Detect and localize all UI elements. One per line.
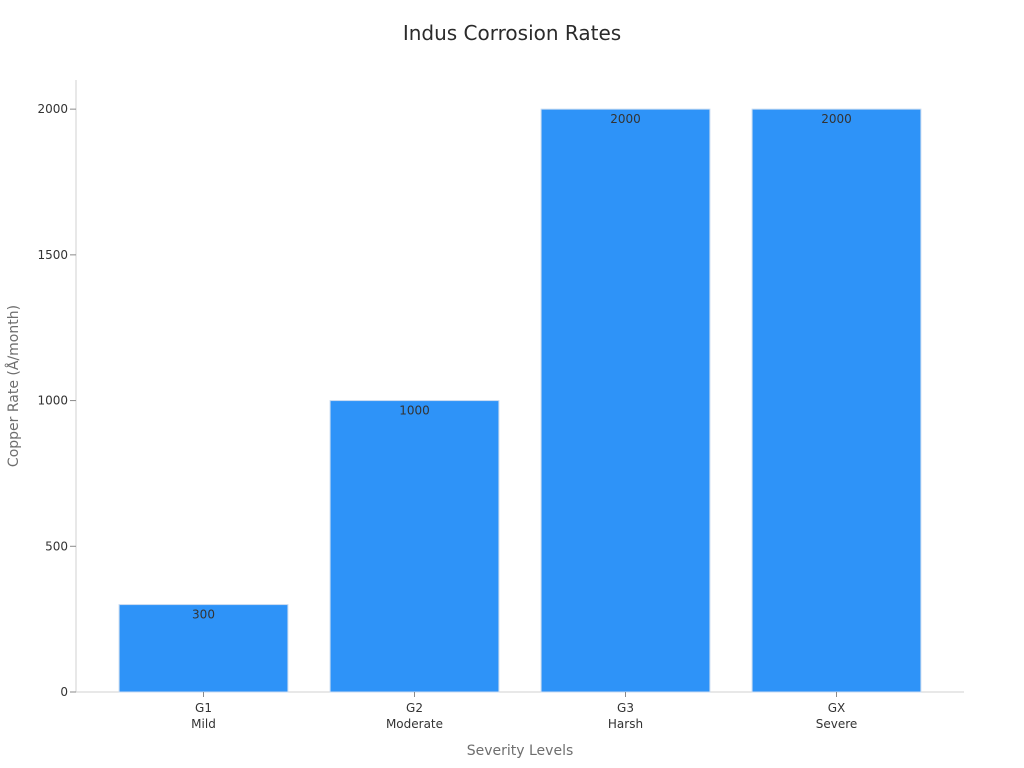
x-tick-label-name: Mild bbox=[191, 717, 216, 731]
y-ticks-group: 0 500 1000 1500 2000 bbox=[37, 102, 76, 699]
x-ticks-group: G1 Mild G2 Moderate G3 Harsh GX Severe bbox=[191, 692, 857, 731]
bars-group bbox=[118, 108, 922, 693]
x-tick-label-name: Moderate bbox=[386, 717, 443, 731]
x-axis-label: Severity Levels bbox=[467, 743, 574, 759]
y-tick-label: 0 bbox=[60, 685, 68, 699]
y-tick-label: 1000 bbox=[37, 394, 68, 408]
data-labels-group: 300 1000 2000 2000 bbox=[192, 112, 852, 621]
x-tick-label-name: Severe bbox=[816, 717, 858, 731]
x-tick-label-code: G3 bbox=[617, 701, 634, 715]
data-label-g1: 300 bbox=[192, 608, 215, 622]
data-label-g2: 1000 bbox=[399, 404, 430, 418]
chart-title: Indus Corrosion Rates bbox=[403, 21, 621, 45]
x-tick-label-code: G2 bbox=[406, 701, 423, 715]
bar-gx bbox=[751, 108, 922, 693]
bar-g1 bbox=[118, 604, 289, 693]
data-label-g3: 2000 bbox=[610, 112, 641, 126]
bar-g3 bbox=[540, 108, 711, 693]
data-label-gx: 2000 bbox=[821, 112, 852, 126]
bar-g2 bbox=[329, 400, 500, 693]
y-tick-label: 1500 bbox=[37, 248, 68, 262]
y-tick-label: 500 bbox=[45, 539, 68, 553]
x-tick-label-code: G1 bbox=[195, 701, 212, 715]
x-tick-label-name: Harsh bbox=[608, 717, 643, 731]
y-axis-label: Copper Rate (Å/month) bbox=[5, 305, 22, 467]
y-tick-label: 2000 bbox=[37, 102, 68, 116]
x-tick-label-code: GX bbox=[828, 701, 846, 715]
